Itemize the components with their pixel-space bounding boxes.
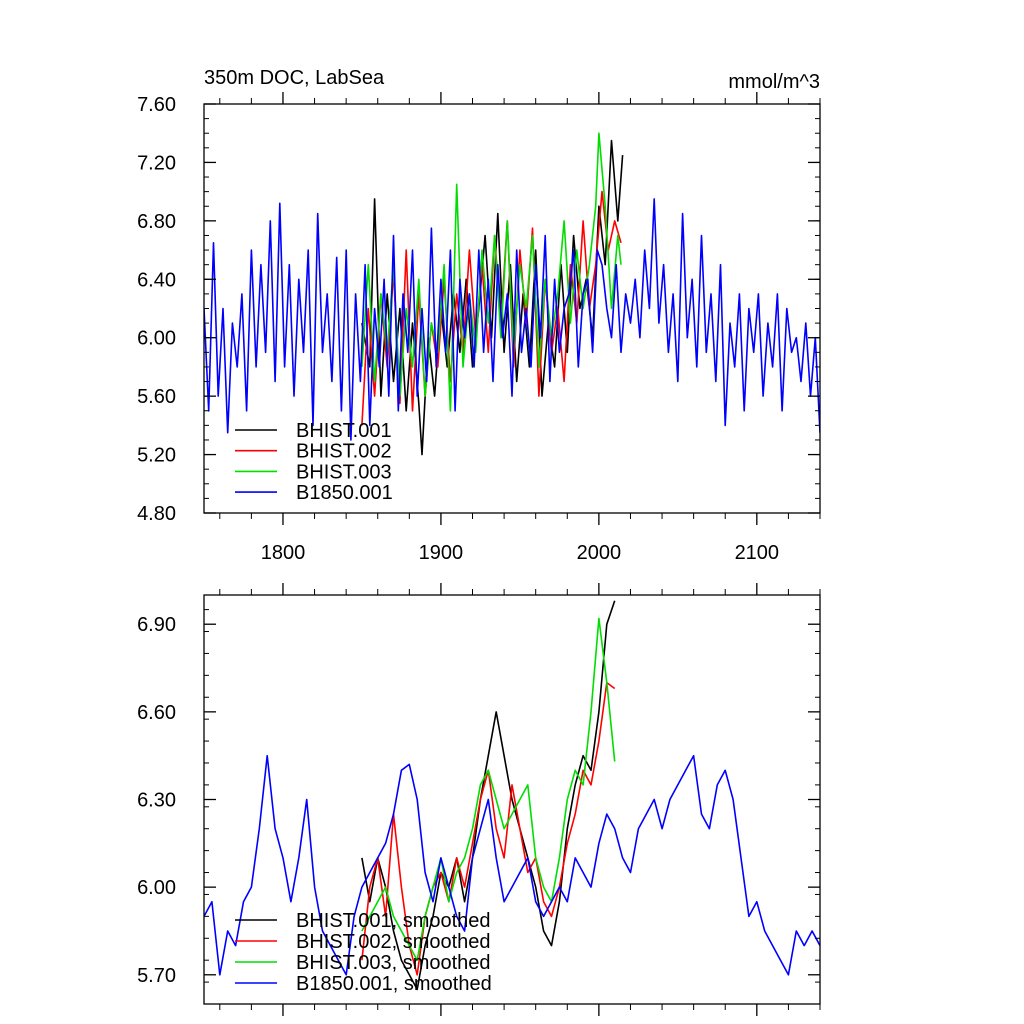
x-tick-label: 2000 [577,542,622,564]
legend-label: BHIST.003, smoothed [296,952,491,974]
series-line-2 [361,132,622,412]
series-lines [204,132,820,456]
units-label: mmol/m^3 [728,71,820,93]
series-line-3 [204,198,820,441]
legend-label: BHIST.001, smoothed [296,910,491,932]
y-tick-label: 5.60 [137,386,176,408]
series-line-3 [204,754,820,976]
series-line-0 [361,600,616,991]
y-tick-label: 7.20 [137,152,176,174]
y-tick-label: 6.80 [137,211,176,233]
y-tick-label: 4.80 [137,503,176,525]
legend-label: BHIST.001 [296,420,392,442]
y-tick-label: 6.90 [137,614,176,636]
y-tick-label: 7.60 [137,94,176,116]
legend-label: B1850.001 [296,482,393,504]
legend-label: BHIST.002 [296,441,392,463]
series-line-1 [361,190,622,426]
y-tick-label: 6.40 [137,269,176,291]
y-tick-label: 6.00 [137,877,176,899]
legend-label: BHIST.003 [296,461,392,483]
chart-title: 350m DOC, LabSea [204,67,385,89]
legend-label: B1850.001, smoothed [296,973,492,995]
series-lines [204,600,820,991]
top-panel: 350m DOC, LabSea mmol/m^3 4.80 5.20 5.60 6.… [137,67,821,564]
y-tick-label: 5.20 [137,445,176,467]
x-tick-label: 2100 [735,542,780,564]
x-tick-label: 1800 [261,542,306,564]
y-tick-label: 5.70 [137,965,176,987]
y-tick-label: 6.00 [137,328,176,350]
y-tick-label: 6.60 [137,702,176,724]
x-tick-label: 1900 [419,542,464,564]
series-line-2 [361,617,616,962]
legend-label: BHIST.002, smoothed [296,931,491,953]
y-tick-label: 6.30 [137,790,176,812]
